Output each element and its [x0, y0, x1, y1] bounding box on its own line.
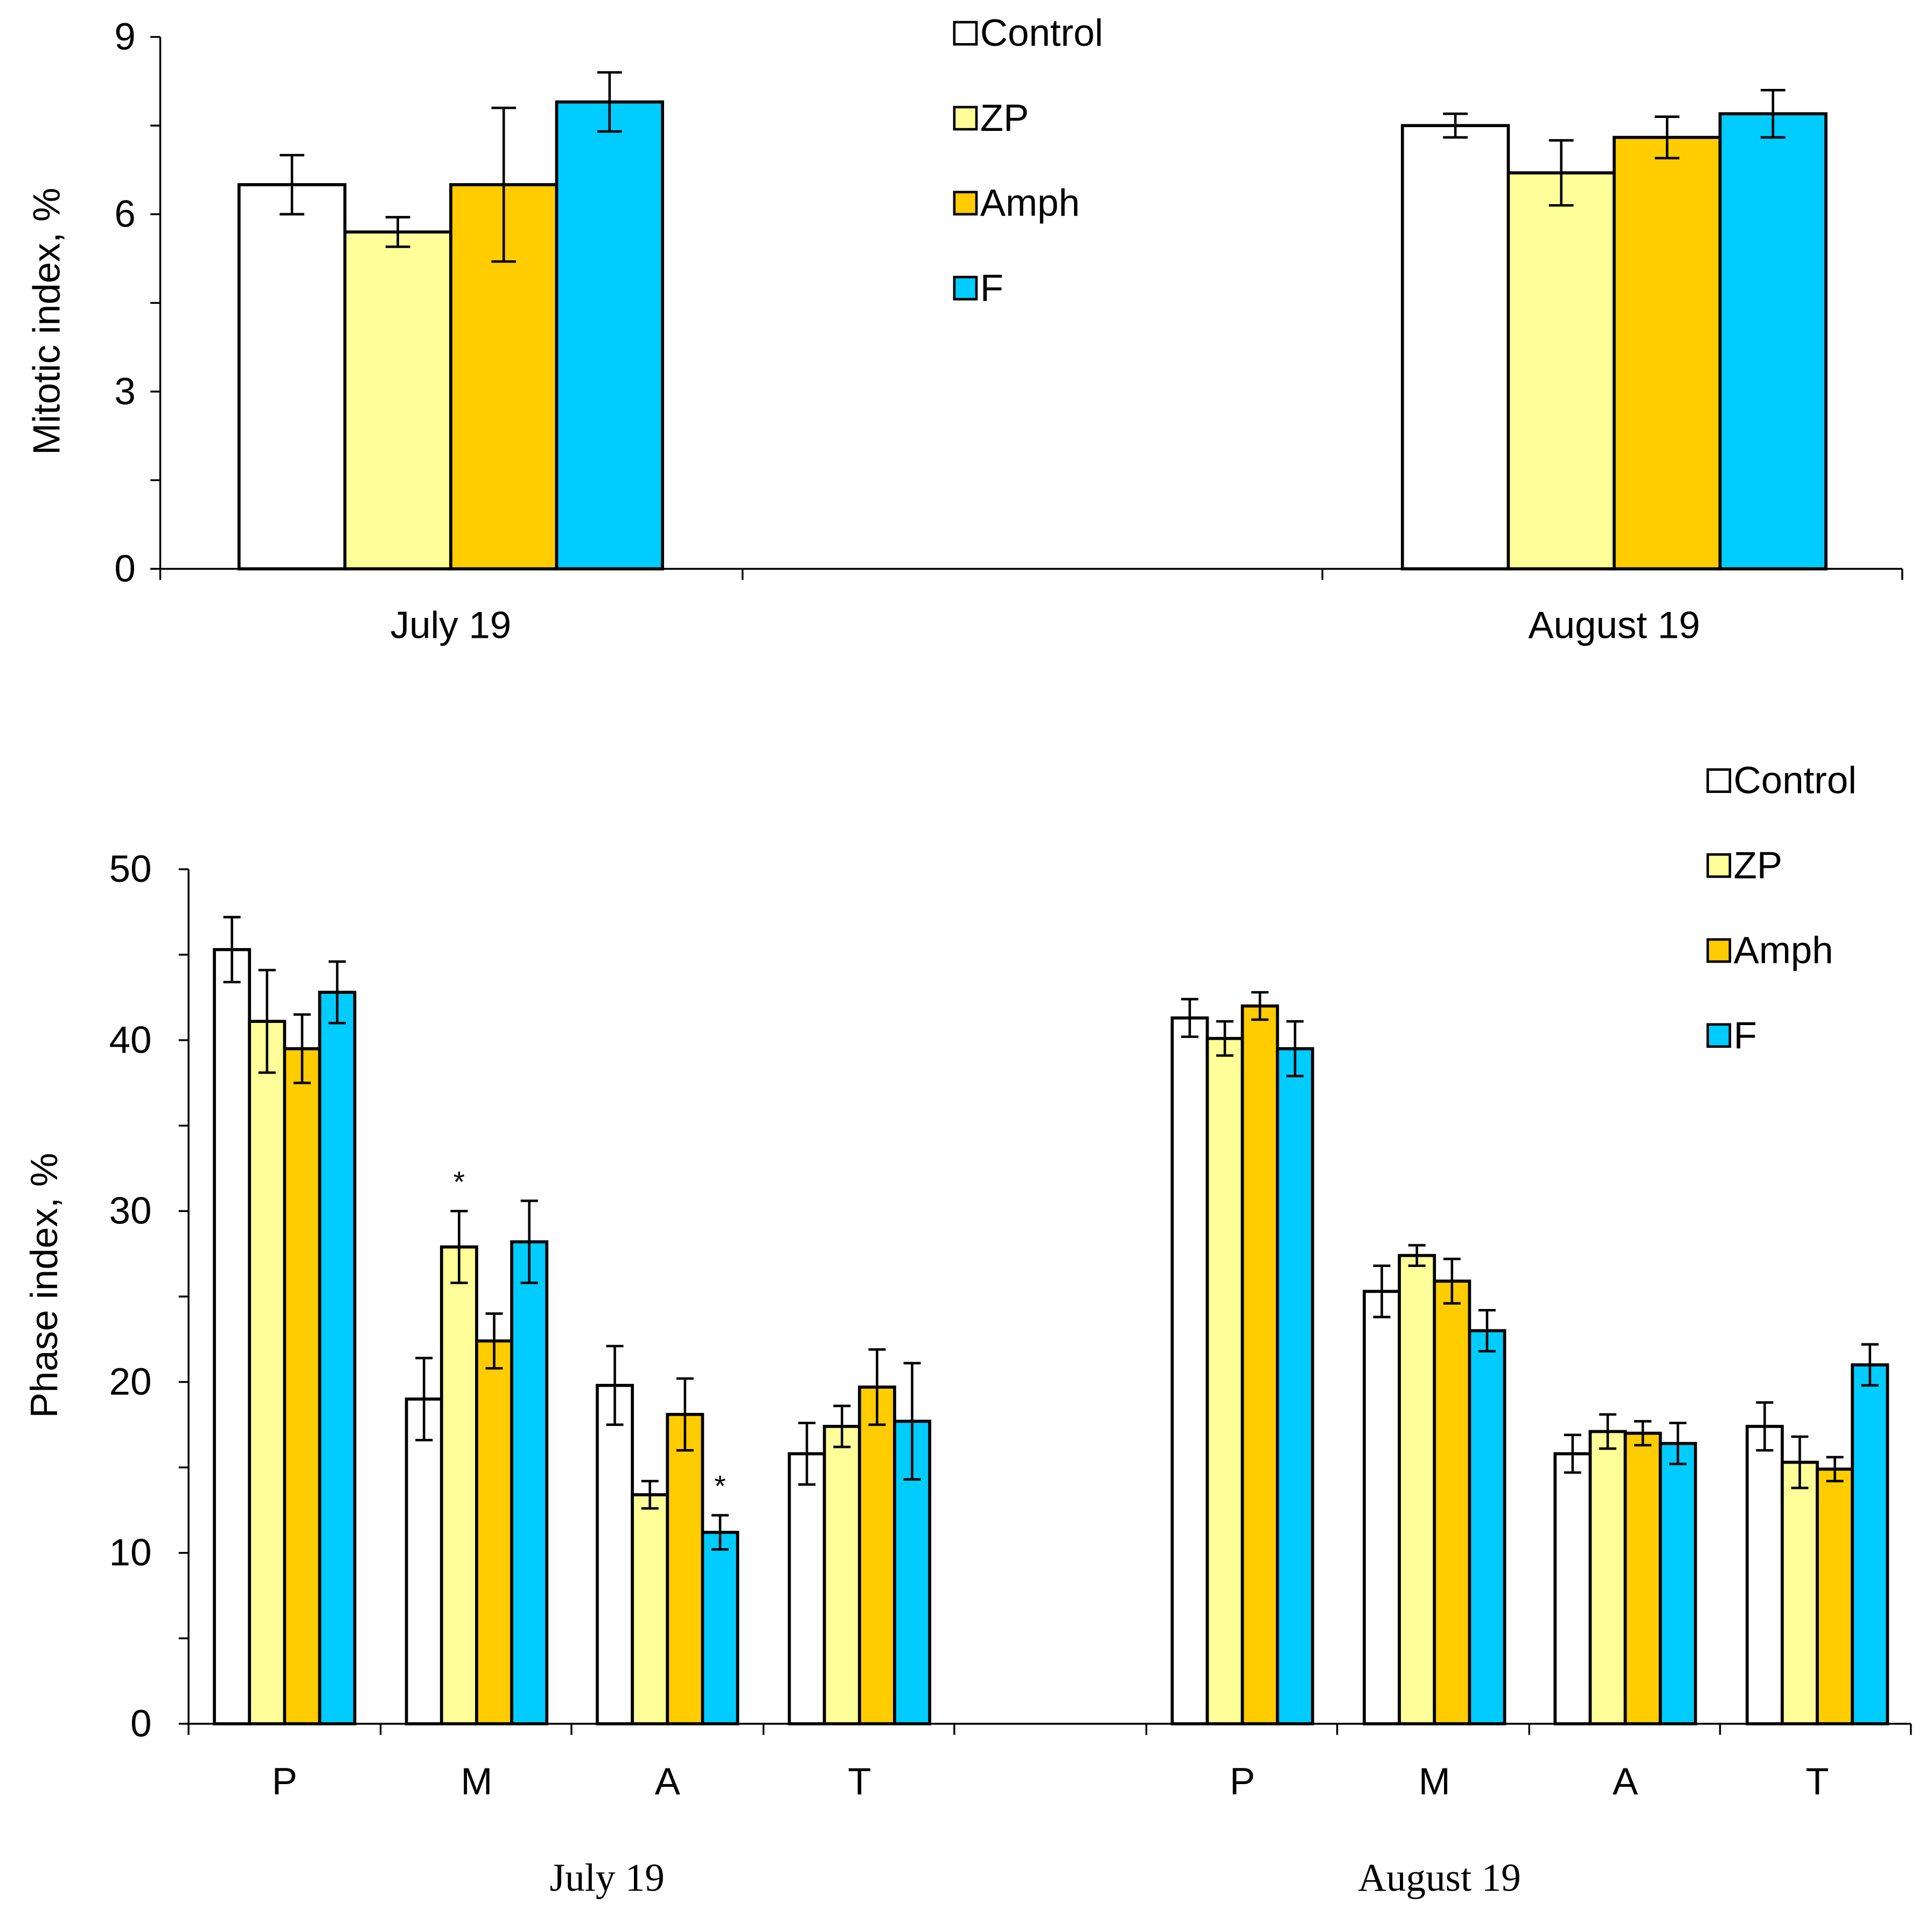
- legend-label-zp: ZP: [1734, 844, 1783, 887]
- bar-july-19-control: [237, 183, 347, 570]
- bar-august-19-p-control: [1170, 1016, 1209, 1725]
- bar-july-19-m-zp: [440, 1245, 478, 1725]
- x-group-label: July 19: [550, 1856, 665, 1899]
- bar-august-19-a-zp: [1588, 1430, 1627, 1725]
- legend-swatch-zp: [953, 106, 978, 131]
- y-tick-label: 0: [130, 1703, 151, 1745]
- bar-august-19-t-control: [1745, 1425, 1784, 1725]
- bar-august-19-zp: [1506, 171, 1616, 570]
- significance-marker: *: [714, 1469, 726, 1502]
- y-tick-label: 40: [109, 1019, 152, 1061]
- legend-swatch-zp: [1706, 853, 1732, 878]
- x-category-label: T: [1805, 1760, 1829, 1803]
- legend-swatch-f: [1706, 1023, 1732, 1048]
- bar-august-19-m-amph: [1433, 1279, 1471, 1725]
- x-category-label: M: [1419, 1760, 1450, 1803]
- bar-august-19-t-amph: [1816, 1467, 1854, 1725]
- legend-label-f: F: [980, 267, 1003, 309]
- y-tick-label: 50: [109, 848, 152, 890]
- y-tick-label: 20: [109, 1361, 152, 1403]
- y-axis-title: Phase index, %: [23, 1153, 66, 1418]
- y-tick-label: 30: [109, 1190, 152, 1232]
- bar-august-19-control: [1400, 124, 1510, 570]
- bar-july-19-t-amph: [857, 1385, 896, 1725]
- x-category-label: August 19: [1528, 604, 1700, 647]
- bar-july-19-zp: [343, 230, 452, 570]
- mitotic-index-chart: 0 3 6 9 Mitotic index, % July 19 August 19 Cont…: [26, 12, 1903, 647]
- legend-swatch-amph: [953, 191, 978, 215]
- x-category-label: A: [1613, 1760, 1638, 1803]
- bar-july-19-p-amph: [283, 1047, 322, 1725]
- bar-august-19-a-f: [1658, 1442, 1697, 1725]
- bar-july-19-p-zp: [248, 1020, 287, 1725]
- bar-august-19-t-f: [1851, 1363, 1889, 1725]
- legend-label-amph: Amph: [1734, 929, 1833, 972]
- bar-july-19-a-f: [701, 1530, 740, 1725]
- legend-label-control: Control: [980, 12, 1103, 54]
- bar-july-19-a-amph: [666, 1412, 705, 1725]
- phase-index-chart: 0 10 20 30 40 50 Phase index, % P * M * A T P M A T July …: [23, 760, 1912, 1899]
- significance-marker: *: [454, 1165, 465, 1198]
- y-tick-label: 0: [114, 547, 135, 590]
- legend-swatch-control: [953, 20, 978, 46]
- legend-swatch-f: [953, 275, 978, 301]
- legend-label-control: Control: [1734, 760, 1857, 802]
- bar-july-19-a-zp: [631, 1493, 669, 1725]
- legend-swatch-control: [1706, 768, 1732, 793]
- legend-label-zp: ZP: [980, 97, 1029, 140]
- bar-august-19-m-zp: [1398, 1254, 1436, 1725]
- legend-label-amph: Amph: [980, 182, 1080, 225]
- bar-august-19-m-control: [1363, 1290, 1401, 1725]
- y-tick-label: 10: [109, 1531, 152, 1574]
- bar-august-19-p-amph: [1240, 1004, 1279, 1725]
- bar-july-19-p-control: [213, 948, 252, 1725]
- legend-swatch-amph: [1706, 938, 1732, 963]
- bar-august-19-p-f: [1275, 1047, 1314, 1725]
- bar-july-19-a-control: [596, 1383, 634, 1725]
- x-category-label: P: [1230, 1760, 1255, 1803]
- bar-july-19-m-f: [510, 1240, 549, 1725]
- bar-july-19-t-zp: [822, 1425, 861, 1725]
- x-category-label: A: [655, 1760, 681, 1803]
- bar-july-19-t-control: [787, 1452, 826, 1725]
- bar-july-19-f: [555, 100, 664, 570]
- x-category-label: July 19: [390, 604, 511, 647]
- bar-august-19-a-amph: [1623, 1431, 1662, 1725]
- bar-august-19-t-zp: [1781, 1460, 1819, 1725]
- x-category-label: T: [848, 1760, 871, 1803]
- y-tick-label: 3: [114, 370, 135, 413]
- bar-july-19-p-f: [318, 991, 357, 1725]
- bar-july-19-m-amph: [475, 1339, 513, 1725]
- y-tick-label: 6: [114, 193, 135, 235]
- bar-august-19-f: [1718, 112, 1828, 570]
- x-category-label: M: [461, 1760, 492, 1803]
- bar-august-19-amph: [1613, 136, 1722, 570]
- bar-august-19-a-control: [1553, 1452, 1592, 1725]
- y-tick-label: 9: [114, 16, 135, 58]
- x-group-label: August 19: [1358, 1856, 1521, 1899]
- y-axis-title: Mitotic index, %: [26, 188, 68, 455]
- bar-august-19-p-zp: [1205, 1036, 1244, 1725]
- x-category-label: P: [272, 1760, 297, 1803]
- bar-august-19-m-f: [1468, 1329, 1506, 1725]
- legend-label-f: F: [1734, 1014, 1757, 1057]
- bar-july-19-m-control: [404, 1397, 443, 1725]
